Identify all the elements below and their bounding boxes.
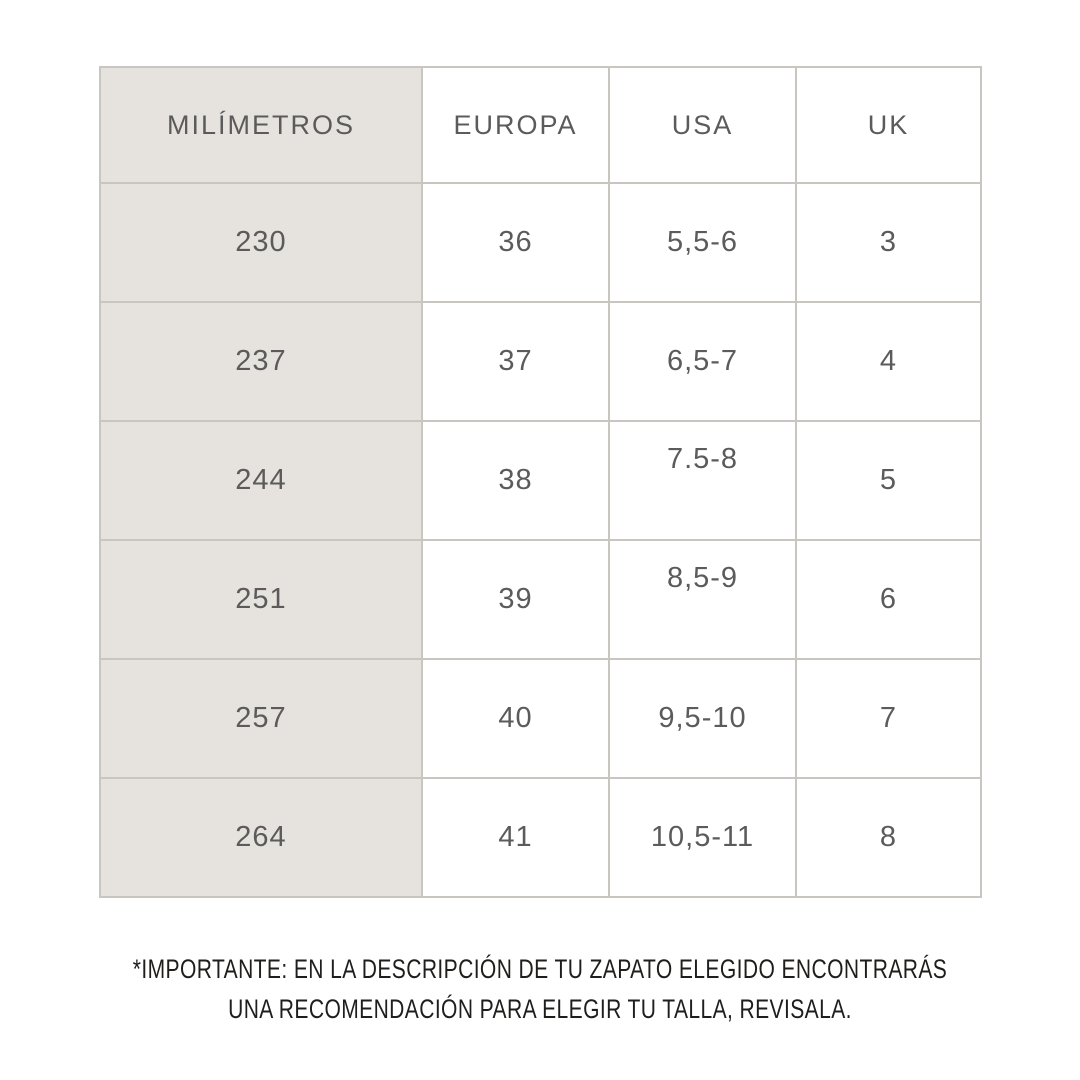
cell-mm: 257 [99, 658, 423, 779]
cell-uk: 7 [795, 658, 982, 779]
cell-europa: 38 [421, 420, 610, 541]
cell-mm: 244 [99, 420, 423, 541]
table-row: 244 38 7.5-8 5 [99, 420, 982, 541]
table-row: 237 37 6,5-7 4 [99, 301, 982, 422]
important-footnote: *IMPORTANTE: EN LA DESCRIPCIÓN DE TU ZAP… [119, 949, 961, 1029]
cell-usa: 8,5-9 [608, 539, 797, 660]
size-conversion-table: MILÍMETROS EUROPA USA UK 230 36 5,5-6 3 … [99, 66, 982, 898]
cell-mm: 230 [99, 182, 423, 303]
cell-usa: 10,5-11 [608, 777, 797, 898]
header-europa: EUROPA [421, 66, 610, 184]
cell-mm: 237 [99, 301, 423, 422]
table-row: 264 41 10,5-11 8 [99, 777, 982, 898]
cell-europa: 40 [421, 658, 610, 779]
cell-europa: 36 [421, 182, 610, 303]
cell-europa: 37 [421, 301, 610, 422]
cell-usa: 5,5-6 [608, 182, 797, 303]
footnote-line2: UNA RECOMENDACIÓN PARA ELEGIR TU TALLA, … [228, 994, 852, 1024]
cell-europa: 41 [421, 777, 610, 898]
cell-uk: 5 [795, 420, 982, 541]
cell-mm: 251 [99, 539, 423, 660]
cell-usa: 7.5-8 [608, 420, 797, 541]
cell-uk: 4 [795, 301, 982, 422]
header-uk: UK [795, 66, 982, 184]
header-usa: USA [608, 66, 797, 184]
cell-uk: 8 [795, 777, 982, 898]
cell-usa: 6,5-7 [608, 301, 797, 422]
table-row: 251 39 8,5-9 6 [99, 539, 982, 660]
header-milimetros: MILÍMETROS [99, 66, 423, 184]
cell-uk: 3 [795, 182, 982, 303]
cell-uk: 6 [795, 539, 982, 660]
table-row: 230 36 5,5-6 3 [99, 182, 982, 303]
cell-europa: 39 [421, 539, 610, 660]
header-row: MILÍMETROS EUROPA USA UK [99, 66, 982, 184]
cell-usa: 9,5-10 [608, 658, 797, 779]
footnote-line1: *IMPORTANTE: EN LA DESCRIPCIÓN DE TU ZAP… [132, 954, 948, 984]
table-row: 257 40 9,5-10 7 [99, 658, 982, 779]
cell-mm: 264 [99, 777, 423, 898]
